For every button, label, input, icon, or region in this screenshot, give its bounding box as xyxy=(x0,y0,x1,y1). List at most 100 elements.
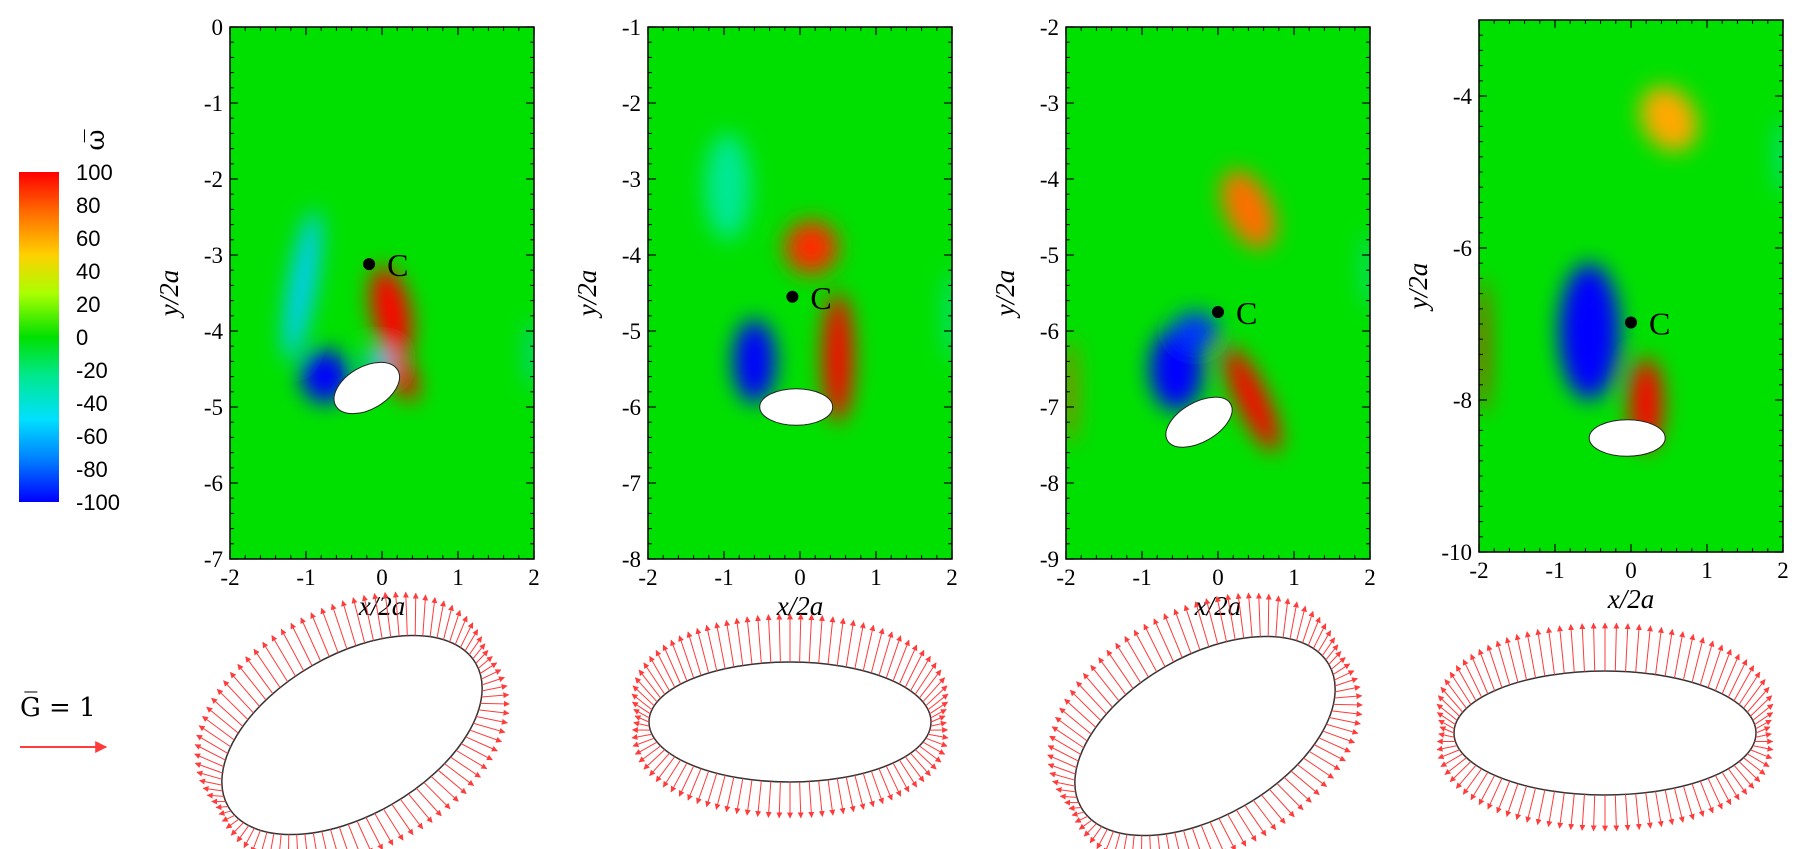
force-vector-arrow xyxy=(643,749,666,770)
force-vector-arrow xyxy=(480,700,510,707)
force-vector-arrow xyxy=(1325,644,1339,661)
force-vector-arrow xyxy=(215,804,229,811)
force-vector-arrow xyxy=(904,756,925,783)
force-vector-arrow xyxy=(1069,689,1102,721)
force-vector-arrow xyxy=(230,671,260,707)
force-vector-arrow xyxy=(341,600,357,646)
elliptical-body xyxy=(759,388,834,426)
force-vector-arrow xyxy=(1754,712,1774,725)
force-ellipse-3 xyxy=(1047,592,1363,849)
force-vector-arrow xyxy=(383,808,404,841)
y-tick-label: -7 xyxy=(204,547,223,572)
force-vector-arrow xyxy=(279,834,282,849)
force-vector-arrow xyxy=(1059,793,1077,800)
force-vector-arrow xyxy=(1071,810,1085,817)
force-vector-arrow xyxy=(218,809,232,816)
force-vector-arrow xyxy=(243,827,255,849)
force-vector-arrow xyxy=(321,831,327,849)
x-tick-label: -2 xyxy=(1469,558,1488,583)
force-vector-arrow xyxy=(211,697,244,727)
force-vector-arrow xyxy=(649,752,670,777)
force-vector-arrow xyxy=(1478,775,1496,806)
force-vector-arrow xyxy=(765,614,772,663)
force-vector-arrow xyxy=(878,631,894,676)
force-vector-arrow xyxy=(845,776,856,813)
x-tick-label: 2 xyxy=(1364,565,1376,590)
force-vector-arrow xyxy=(1750,749,1773,760)
force-vector-arrow xyxy=(1329,717,1361,726)
x-tick-label: 1 xyxy=(1288,565,1300,590)
force-vector-arrow xyxy=(1655,626,1664,675)
force-vector-arrow xyxy=(481,683,508,692)
force-vector-arrow xyxy=(1209,821,1226,849)
x-tick-label: -1 xyxy=(1545,558,1564,583)
force-vector-arrow xyxy=(1049,771,1076,781)
colorbar-label: ω̅ xyxy=(81,129,111,150)
force-vector-arrow xyxy=(643,662,666,695)
vortex-blob xyxy=(1224,347,1280,452)
force-vector-arrow xyxy=(1525,631,1537,679)
x-tick-label: 1 xyxy=(1701,558,1713,583)
x-tick-label: 1 xyxy=(452,565,464,590)
force-vector-arrow xyxy=(330,829,337,849)
force-vector-arrow xyxy=(638,669,662,699)
vortex-blob xyxy=(1172,312,1218,350)
force-vector-arrow xyxy=(734,778,744,815)
force-vector-arrow xyxy=(1124,636,1149,678)
force-vector-arrow xyxy=(634,715,650,723)
colorbar: ω̅ 100 80 60 40 20 0 -20 -40 -60 -80 -100 xyxy=(19,129,120,515)
force-vector-arrow xyxy=(1664,789,1675,826)
force-vector-arrow xyxy=(399,798,424,830)
force-vector-arrow xyxy=(1752,703,1774,721)
point-c-label: C xyxy=(1236,295,1257,331)
force-vector-arrow xyxy=(744,779,753,816)
force-vector-arrow xyxy=(1297,764,1328,787)
force-vector-arrow xyxy=(196,734,229,754)
force-vector-arrow xyxy=(870,770,884,805)
vortex-blob xyxy=(528,319,534,388)
force-vector-arrow xyxy=(1191,827,1201,849)
force-vector-arrow xyxy=(776,781,783,819)
force-vector-arrow xyxy=(1635,793,1642,830)
force-vector-arrow xyxy=(1141,835,1143,849)
force-vector-arrow xyxy=(1645,625,1653,674)
force-vector-arrow xyxy=(443,604,454,640)
force-vector-arrow xyxy=(1317,630,1332,653)
force-vector-arrow xyxy=(1515,785,1528,821)
contour-background xyxy=(1066,27,1370,559)
y-tick-label: -4 xyxy=(622,243,642,268)
force-vector-arrow xyxy=(1083,672,1113,708)
force-vector-arrow xyxy=(1682,785,1695,821)
force-vector-arrow xyxy=(225,818,240,829)
elliptical-body xyxy=(1588,419,1666,457)
force-vector-arrow xyxy=(460,622,474,648)
force-vector-arrow xyxy=(1225,594,1236,640)
force-vector-arrow xyxy=(476,716,508,725)
force-vector-arrow xyxy=(198,725,231,748)
force-vector-arrow xyxy=(1322,730,1356,744)
force-vector-arrow xyxy=(898,759,918,788)
force-vector-arrow xyxy=(1699,640,1715,686)
force-vector-arrow xyxy=(1132,835,1135,849)
force-vector-arrow xyxy=(270,833,275,849)
force-vector-arrow xyxy=(1103,831,1114,849)
ellipse-outline xyxy=(648,661,932,783)
y-tick-label: -6 xyxy=(1453,236,1472,261)
point-c-marker xyxy=(363,258,376,271)
force-vector-arrow xyxy=(678,635,695,679)
force-vector-arrow xyxy=(776,613,783,663)
vector-legend: G̅ = 1 xyxy=(20,691,108,753)
x-tick-label: -2 xyxy=(220,565,239,590)
force-vector-arrow xyxy=(1153,618,1174,663)
force-vector-arrow xyxy=(290,622,313,666)
force-vector-arrow xyxy=(464,629,479,652)
force-vector-arrow xyxy=(1133,629,1158,672)
y-tick-label: -5 xyxy=(622,319,641,344)
force-vector-arrow xyxy=(827,616,836,665)
ellipse-outline xyxy=(1453,670,1757,796)
force-vector-arrow xyxy=(1331,710,1363,717)
force-vector-arrow xyxy=(634,677,658,703)
force-vector-arrow xyxy=(1089,826,1103,844)
force-vector-arrow xyxy=(1143,623,1166,667)
y-tick-label: -4 xyxy=(1453,84,1473,109)
